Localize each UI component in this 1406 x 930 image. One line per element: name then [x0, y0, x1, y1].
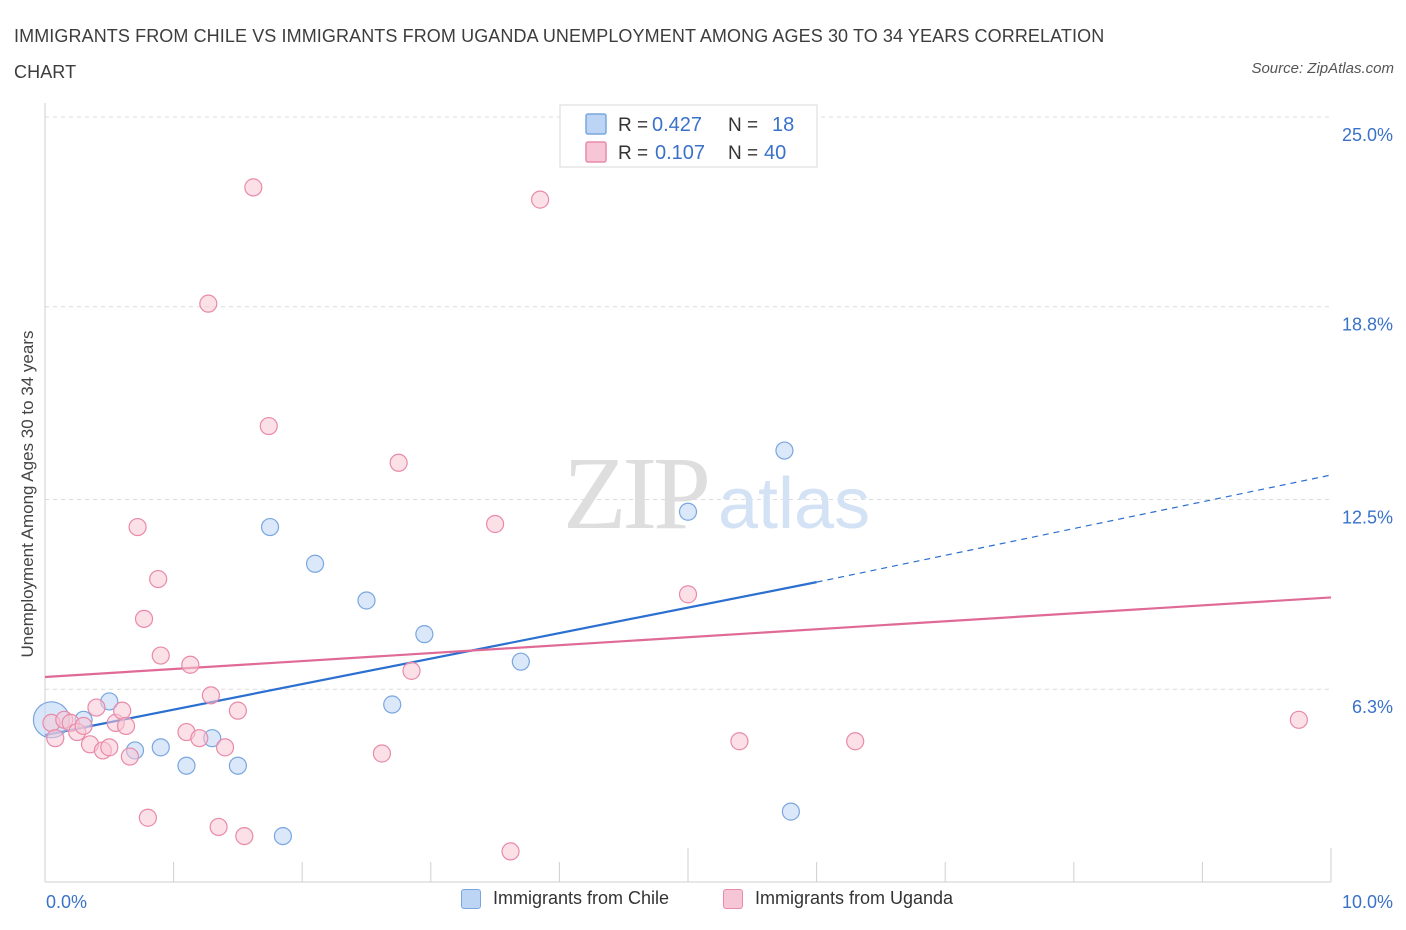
trend-line-chile: [44, 581, 817, 737]
data-point-uganda: [244, 178, 263, 197]
data-point-chile: [151, 738, 170, 757]
data-point-uganda: [486, 514, 505, 534]
data-point-uganda: [201, 686, 220, 705]
watermark: ZIP atlas: [563, 436, 870, 551]
legend-r-value: 0.427: [652, 114, 702, 136]
legend-n-label: N =: [728, 115, 758, 136]
legend-n-value: 40: [764, 142, 786, 164]
data-point-uganda: [501, 842, 520, 861]
points-layer: [32, 178, 1308, 861]
data-point-uganda: [215, 738, 235, 757]
legend-swatch-uganda: [585, 141, 607, 163]
y-tick-label: 12.5%: [1342, 508, 1393, 528]
data-point-uganda: [209, 817, 228, 837]
data-point-uganda: [402, 661, 421, 680]
data-point-uganda: [372, 744, 392, 763]
y-tick-label: 6.3%: [1352, 697, 1393, 717]
data-point-uganda: [235, 826, 254, 846]
legend-label-chile: Immigrants from Chile: [493, 888, 670, 908]
legend-top: R = 0.427 N = 18 R = 0.107 N = 40: [559, 104, 818, 168]
legend-n-label: N =: [728, 143, 758, 164]
legend-label-uganda: Immigrants from Uganda: [755, 888, 954, 908]
data-point-chile: [357, 591, 376, 610]
data-point-uganda: [678, 585, 698, 604]
data-point-chile: [775, 441, 794, 460]
x-tick-label: 0.0%: [46, 892, 87, 912]
data-point-uganda: [181, 655, 200, 674]
data-point-chile: [781, 802, 800, 821]
legend-swatch-chile: [585, 113, 607, 135]
data-point-uganda: [389, 453, 408, 472]
data-point-uganda: [46, 729, 65, 748]
trend-line-uganda: [44, 596, 1332, 679]
legend-bottom: Immigrants from Chile Immigrants from Ug…: [0, 888, 1406, 916]
trend-line-chile-extension: [816, 474, 1332, 583]
data-point-uganda: [120, 747, 139, 766]
data-point-chile: [228, 756, 247, 775]
data-point-uganda: [190, 729, 209, 748]
watermark-zip: ZIP: [563, 436, 707, 551]
trend-layer: [44, 474, 1332, 737]
data-point-chile: [260, 517, 280, 537]
data-point-uganda: [134, 609, 154, 628]
legend-r-label: R =: [618, 115, 648, 136]
source-label: Source: ZipAtlas.com: [1251, 60, 1394, 77]
data-point-uganda: [128, 517, 147, 537]
data-point-chile: [383, 695, 402, 714]
data-point-uganda: [100, 738, 119, 757]
y-axis-label: Unemployment Among Ages 30 to 34 years: [18, 331, 37, 658]
data-point-chile: [273, 826, 293, 846]
data-point-chile: [177, 756, 196, 775]
data-point-uganda: [730, 732, 749, 751]
legend-swatch-chile: [461, 888, 481, 909]
legend-swatch-uganda: [723, 888, 743, 909]
data-point-uganda: [74, 716, 93, 736]
legend-r-label: R =: [618, 143, 648, 164]
x-tick-label: 10.0%: [1342, 892, 1393, 912]
data-point-uganda: [113, 701, 132, 720]
data-point-uganda: [228, 701, 247, 720]
data-point-uganda: [1289, 710, 1308, 729]
data-point-chile: [415, 625, 434, 644]
legend-n-value: 18: [772, 114, 794, 136]
data-point-uganda: [138, 808, 157, 827]
y-tick-label: 25.0%: [1342, 125, 1393, 145]
data-point-chile: [678, 502, 698, 521]
data-point-uganda: [531, 190, 550, 209]
data-point-uganda: [116, 716, 136, 736]
data-point-uganda: [846, 732, 865, 751]
legend-r-value: 0.107: [655, 142, 705, 164]
chart-title: IMMIGRANTS FROM CHILE VS IMMIGRANTS FROM…: [14, 26, 1105, 82]
data-point-uganda: [199, 294, 218, 313]
data-point-uganda: [87, 698, 106, 717]
data-point-uganda: [149, 569, 168, 589]
legend-item-uganda: Immigrants from Uganda: [723, 888, 953, 909]
data-point-uganda: [151, 646, 170, 665]
data-point-uganda: [259, 416, 278, 436]
watermark-atlas: atlas: [718, 464, 870, 544]
y-tick-label: 18.8%: [1342, 315, 1393, 335]
tick-label-layer: 6.3% 12.5% 18.8% 25.0% 0.0% 10.0%: [46, 125, 1393, 912]
data-point-chile: [305, 554, 325, 573]
axes-layer: [44, 103, 1332, 883]
data-point-chile: [511, 652, 530, 671]
legend-item-chile: Immigrants from Chile: [461, 888, 669, 909]
